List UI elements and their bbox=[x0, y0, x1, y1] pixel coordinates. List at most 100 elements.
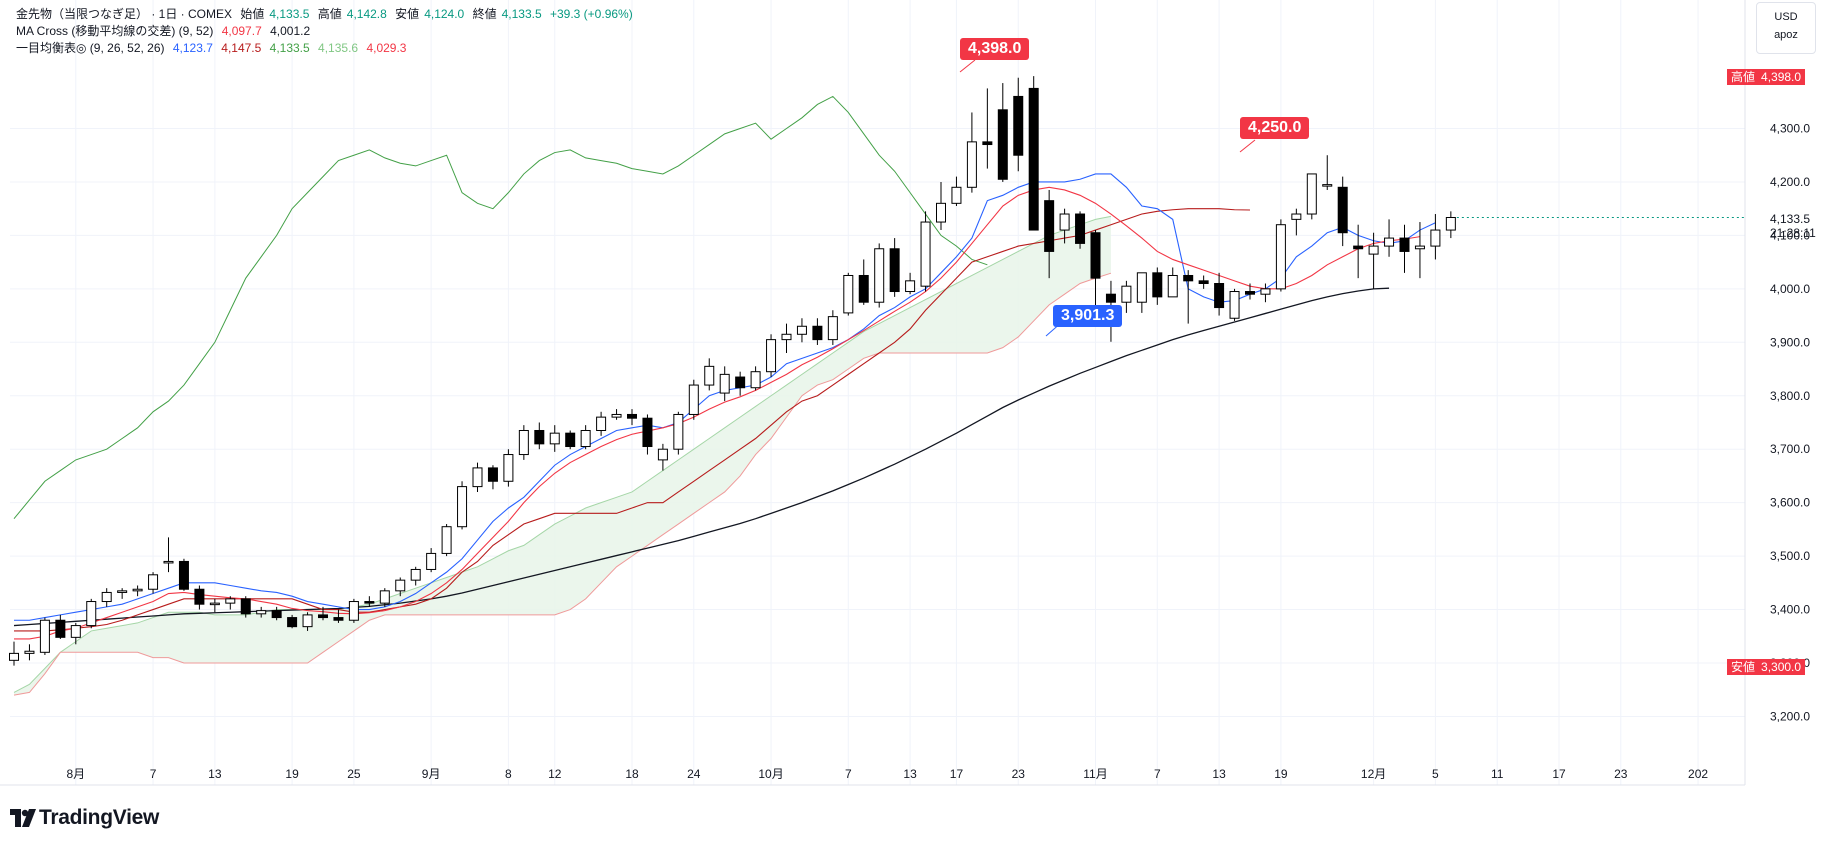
price-axis-label: 3,600.0 bbox=[1770, 496, 1810, 510]
last-price-tag: 4,133.5 21:28:11 bbox=[1770, 212, 1816, 240]
candle bbox=[781, 323, 792, 353]
low-price-tag: 安値 3,300.0 bbox=[1727, 659, 1806, 675]
time-axis-label: 19 bbox=[1274, 767, 1288, 781]
candle-body bbox=[132, 588, 143, 592]
ichimoku-cloud bbox=[14, 216, 1111, 696]
candle-body bbox=[55, 619, 66, 638]
candle bbox=[719, 366, 730, 402]
candle bbox=[1059, 208, 1070, 244]
chikou-span-line bbox=[13, 95, 988, 520]
candle-body bbox=[1353, 245, 1364, 250]
candle-body bbox=[565, 432, 576, 448]
candle-body bbox=[843, 274, 854, 314]
candle bbox=[549, 425, 560, 452]
candle bbox=[441, 524, 452, 557]
ma-cross-name[interactable]: MA Cross (移動平均線の交差) (9, 52) bbox=[16, 24, 214, 38]
time-axis-label: 23 bbox=[1012, 767, 1026, 781]
price-axis-label: 3,800.0 bbox=[1770, 389, 1810, 403]
candle-body bbox=[1044, 200, 1055, 252]
candle bbox=[163, 537, 174, 573]
ohlc-low-label: 安値 bbox=[395, 7, 420, 21]
candle bbox=[256, 606, 267, 618]
candle bbox=[951, 176, 962, 207]
low-tag-label: 安値 bbox=[1731, 660, 1756, 674]
candle bbox=[426, 548, 437, 573]
time-axis-label: 12月 bbox=[1361, 767, 1386, 781]
candle bbox=[1214, 272, 1225, 316]
candle bbox=[936, 181, 946, 231]
cloud-fill bbox=[14, 216, 1111, 696]
candle bbox=[1430, 214, 1441, 260]
candle bbox=[534, 422, 545, 450]
candle-body bbox=[966, 141, 977, 188]
candle-body bbox=[1013, 95, 1024, 156]
candle-body bbox=[611, 413, 622, 418]
candle-body bbox=[1430, 229, 1441, 247]
candle-body bbox=[1198, 280, 1209, 285]
candle bbox=[194, 585, 205, 610]
candle-body bbox=[101, 591, 112, 603]
candle bbox=[611, 409, 622, 420]
time-axis-label: 13 bbox=[903, 767, 917, 781]
candle bbox=[148, 572, 159, 594]
ichimoku-kijun-value: 4,147.5 bbox=[221, 41, 262, 55]
candle bbox=[1306, 173, 1317, 220]
ichimoku-senkou-b-value: 4,029.3 bbox=[366, 41, 407, 55]
candle-body bbox=[982, 141, 993, 146]
high-price-tag: 高値 4,398.0 bbox=[1727, 69, 1806, 85]
currency-label[interactable]: USD bbox=[1774, 11, 1798, 23]
candle bbox=[580, 425, 591, 450]
candles bbox=[9, 76, 1456, 666]
ma-slow-value: 4,001.2 bbox=[270, 24, 311, 38]
currency-unit-box[interactable]: USD apoz bbox=[1756, 2, 1816, 54]
ma-cross-row[interactable]: MA Cross (移動平均線の交差) (9, 52) 4,097.7 4,00… bbox=[16, 23, 638, 40]
ichimoku-row[interactable]: 一目均衡表◎ (9, 26, 52, 26) 4,123.7 4,147.5 4… bbox=[16, 40, 638, 57]
candle bbox=[812, 318, 823, 345]
candle bbox=[379, 588, 390, 607]
candle bbox=[70, 622, 81, 645]
candle-body bbox=[240, 598, 251, 615]
candle bbox=[1414, 222, 1425, 279]
candle bbox=[1245, 283, 1255, 300]
candle-body bbox=[24, 650, 35, 654]
candle-body bbox=[256, 610, 267, 615]
price-axis-label: 4,300.0 bbox=[1770, 122, 1810, 136]
candle bbox=[1167, 267, 1178, 298]
candle bbox=[1445, 211, 1456, 239]
candle-body bbox=[534, 429, 545, 445]
time-axis-label: 17 bbox=[1552, 767, 1566, 781]
candle bbox=[302, 612, 313, 631]
candle bbox=[1337, 176, 1348, 247]
candle-body bbox=[487, 467, 498, 482]
symbol-title[interactable]: 金先物（当限つなぎ足） · 1日 · COMEX bbox=[16, 7, 233, 21]
candle bbox=[997, 83, 1008, 182]
time-axis-labels: 8月 7 13 19 25 9月 8 12 18 24 10月 7 13 17 23 11月 7 13 19 12月 5… bbox=[66, 767, 1708, 781]
ichimoku-name[interactable]: 一目均衡表◎ (9, 26, 52, 26) bbox=[16, 41, 165, 55]
time-axis-label: 7 bbox=[845, 767, 852, 781]
price-axis-label: 3,500.0 bbox=[1770, 549, 1810, 563]
candle-body bbox=[812, 325, 823, 341]
candle bbox=[966, 112, 977, 193]
time-axis-label: 13 bbox=[208, 767, 222, 781]
brand-logo[interactable]: TradingView bbox=[10, 806, 159, 830]
time-axis-label: 18 bbox=[625, 767, 639, 781]
candle-body bbox=[889, 248, 900, 293]
candle-body bbox=[580, 429, 591, 448]
senkou-span-a-line bbox=[13, 215, 1112, 693]
candle bbox=[410, 566, 421, 586]
candle bbox=[1353, 224, 1364, 279]
candle bbox=[1121, 280, 1132, 313]
candle bbox=[673, 411, 684, 455]
candle-body bbox=[1322, 184, 1333, 187]
candle-body bbox=[1245, 291, 1255, 295]
candle-body bbox=[163, 560, 174, 564]
candle bbox=[1291, 208, 1302, 236]
candle-body bbox=[1399, 237, 1410, 252]
candle-body bbox=[997, 109, 1008, 180]
callout-low-1: 3,901.3 bbox=[1053, 305, 1123, 327]
candle-body bbox=[318, 614, 328, 619]
candle bbox=[1198, 275, 1209, 289]
